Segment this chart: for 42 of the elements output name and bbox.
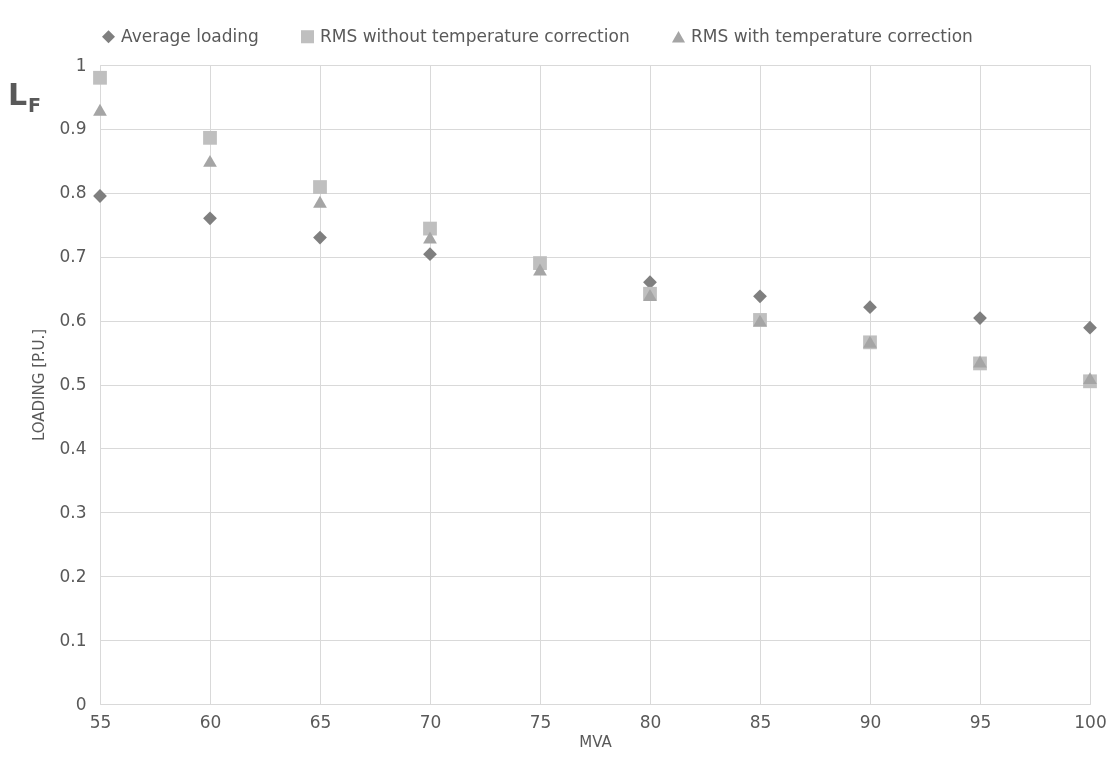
x-tick-label: 75 xyxy=(529,711,552,732)
point xyxy=(423,221,437,236)
point xyxy=(423,247,437,262)
legend-label: RMS with temperature correction xyxy=(691,25,973,46)
y-axis-title: LOADING [P.U.] xyxy=(30,328,49,442)
y-tick-label: 0.7 xyxy=(59,246,87,267)
point xyxy=(313,230,327,245)
x-tick-label: 65 xyxy=(309,711,332,732)
legend-label: RMS without temperature correction xyxy=(320,25,630,46)
point xyxy=(203,130,217,145)
y-tick-label: 0.4 xyxy=(59,437,87,458)
y-tick-label: 0.6 xyxy=(59,310,87,331)
x-tick-label: 70 xyxy=(419,711,442,732)
point xyxy=(423,231,437,244)
point xyxy=(753,289,767,304)
y-tick-label: 0.3 xyxy=(59,501,87,522)
y-tick-label: 0.8 xyxy=(59,182,87,203)
y-tick-label: 0.9 xyxy=(59,118,87,139)
point xyxy=(1083,320,1097,335)
point xyxy=(93,103,107,116)
x-axis-title: MVA xyxy=(579,732,613,751)
point xyxy=(313,195,327,208)
x-tick-label: 85 xyxy=(749,711,772,732)
y-tick-label: 0 xyxy=(75,693,87,714)
x-tick-label: 80 xyxy=(639,711,662,732)
point xyxy=(1083,372,1097,385)
x-tick-label: 55 xyxy=(89,711,112,732)
point xyxy=(313,180,327,194)
point xyxy=(93,70,107,85)
legend-label: Average loading xyxy=(121,25,259,46)
x-tick-label: 100 xyxy=(1074,711,1107,732)
point xyxy=(863,300,877,315)
point xyxy=(533,263,547,276)
x-tick-label: 90 xyxy=(859,711,882,732)
x-tick-label: 95 xyxy=(969,711,992,732)
point xyxy=(203,154,217,167)
y-tick-label: 1 xyxy=(75,54,87,75)
y-tick-label: 0.1 xyxy=(59,629,87,650)
y-tick-label: 0.2 xyxy=(59,565,87,586)
point xyxy=(203,211,217,226)
y-tick-label: 0.5 xyxy=(59,374,87,394)
x-tick-label: 60 xyxy=(199,711,222,732)
